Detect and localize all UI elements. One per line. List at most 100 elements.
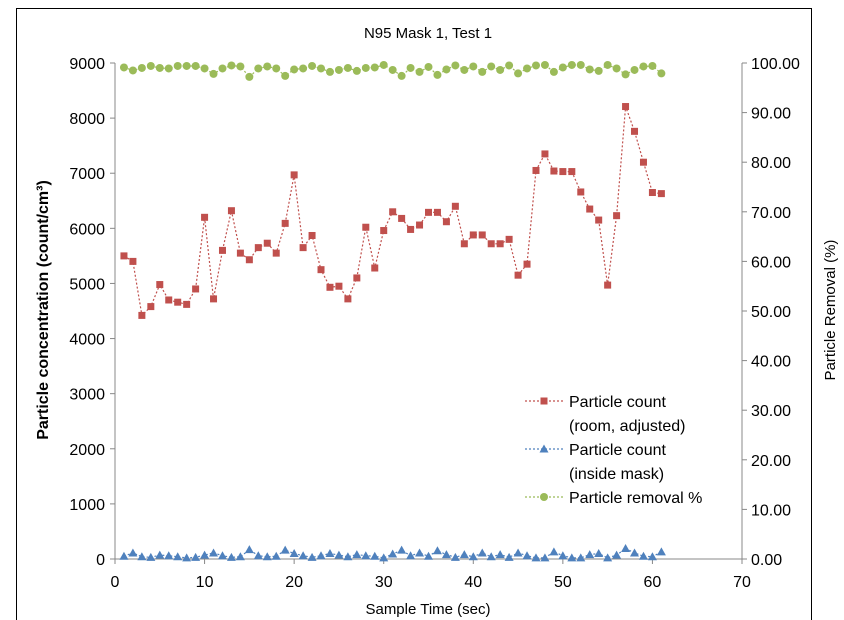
data-point-series-0 bbox=[236, 249, 244, 257]
data-point-series-0 bbox=[657, 190, 665, 198]
x-tick-label: 10 bbox=[196, 574, 214, 591]
x-tick-label: 60 bbox=[644, 574, 662, 591]
data-point-series-2 bbox=[146, 61, 155, 70]
data-point-series-1 bbox=[504, 552, 514, 561]
data-point-series-1 bbox=[209, 548, 219, 557]
y-right-tick-label: 60.00 bbox=[751, 254, 791, 271]
data-point-series-1 bbox=[280, 545, 290, 554]
data-point-series-2 bbox=[451, 61, 460, 70]
data-point-series-0 bbox=[496, 240, 504, 248]
data-point-series-0 bbox=[595, 216, 603, 224]
data-point-series-2 bbox=[325, 67, 334, 76]
data-point-series-2 bbox=[433, 70, 442, 79]
y-tick-label: 7000 bbox=[69, 166, 105, 183]
data-point-series-1 bbox=[262, 552, 272, 561]
data-point-series-1 bbox=[513, 548, 523, 557]
data-point-series-2 bbox=[657, 69, 666, 78]
data-point-series-1 bbox=[522, 551, 532, 560]
data-point-series-0 bbox=[308, 231, 316, 239]
data-point-series-2 bbox=[182, 61, 191, 70]
data-point-series-0 bbox=[344, 295, 352, 303]
data-point-series-2 bbox=[218, 64, 227, 73]
x-tick-label: 30 bbox=[375, 574, 393, 591]
data-point-series-1 bbox=[182, 553, 192, 562]
data-point-series-1 bbox=[119, 551, 129, 560]
data-point-series-1 bbox=[325, 548, 335, 557]
data-point-series-1 bbox=[164, 551, 174, 560]
data-point-series-0 bbox=[120, 252, 128, 260]
data-point-series-2 bbox=[397, 71, 406, 80]
data-point-series-2 bbox=[487, 62, 496, 71]
data-point-series-1 bbox=[656, 547, 666, 556]
data-point-series-1 bbox=[397, 545, 407, 554]
data-point-series-2 bbox=[648, 61, 657, 70]
data-point-series-0 bbox=[281, 219, 289, 227]
data-point-series-2 bbox=[630, 65, 639, 74]
data-point-series-2 bbox=[406, 63, 415, 72]
data-point-series-2 bbox=[361, 63, 370, 72]
data-point-series-0 bbox=[568, 168, 576, 176]
data-point-series-1 bbox=[226, 552, 236, 561]
data-point-series-0 bbox=[541, 150, 549, 158]
legend-label-0: (room, adjusted) bbox=[569, 418, 686, 435]
data-point-series-1 bbox=[540, 553, 550, 562]
data-point-series-2 bbox=[245, 72, 254, 81]
y-tick-label: 8000 bbox=[69, 111, 105, 128]
legend-label-1: Particle count bbox=[569, 442, 666, 459]
data-point-series-2 bbox=[612, 64, 621, 73]
data-point-series-1 bbox=[128, 548, 138, 557]
data-point-series-0 bbox=[514, 271, 522, 279]
data-point-series-2 bbox=[478, 67, 487, 76]
plot-area bbox=[119, 60, 666, 562]
data-point-series-2 bbox=[639, 62, 648, 71]
data-point-series-1 bbox=[441, 550, 451, 559]
data-point-series-1 bbox=[450, 552, 460, 561]
data-point-series-0 bbox=[460, 240, 468, 248]
y-right-tick-label: 40.00 bbox=[751, 354, 791, 371]
x-tick-label: 40 bbox=[464, 574, 482, 591]
data-point-series-2 bbox=[585, 65, 594, 74]
data-point-series-0 bbox=[326, 283, 334, 291]
data-point-series-0 bbox=[371, 264, 379, 272]
y-tick-label: 6000 bbox=[69, 221, 105, 238]
data-point-series-1 bbox=[630, 548, 640, 557]
data-point-series-1 bbox=[253, 551, 263, 560]
data-point-series-2 bbox=[549, 67, 558, 76]
data-point-series-1 bbox=[244, 545, 254, 554]
data-point-series-0 bbox=[416, 221, 424, 229]
data-point-series-2 bbox=[460, 65, 469, 74]
data-point-series-2 bbox=[505, 61, 514, 70]
data-point-series-2 bbox=[496, 65, 505, 74]
data-point-series-2 bbox=[567, 60, 576, 69]
data-point-series-1 bbox=[191, 552, 201, 561]
x-tick-label: 50 bbox=[554, 574, 572, 591]
data-point-series-0 bbox=[183, 300, 191, 308]
data-point-series-0 bbox=[272, 249, 280, 257]
chart-frame bbox=[16, 8, 812, 620]
data-point-series-0 bbox=[451, 202, 459, 210]
data-point-series-1 bbox=[352, 550, 362, 559]
data-point-series-1 bbox=[638, 551, 648, 560]
data-point-series-0 bbox=[389, 208, 397, 216]
data-point-series-1 bbox=[334, 550, 344, 559]
data-point-series-2 bbox=[209, 69, 218, 78]
y-tick-label: 3000 bbox=[69, 387, 105, 404]
data-point-series-0 bbox=[263, 239, 271, 247]
data-point-series-1 bbox=[612, 550, 622, 559]
data-point-series-1 bbox=[477, 548, 487, 557]
data-point-series-0 bbox=[398, 214, 406, 222]
data-point-series-0 bbox=[648, 189, 656, 197]
data-point-series-1 bbox=[370, 551, 380, 560]
x-tick-label: 0 bbox=[111, 574, 120, 591]
data-point-series-0 bbox=[353, 274, 361, 282]
data-point-series-1 bbox=[415, 548, 425, 557]
data-point-series-1 bbox=[406, 551, 416, 560]
y-tick-label: 4000 bbox=[69, 332, 105, 349]
data-point-series-2 bbox=[155, 63, 164, 72]
data-point-series-0 bbox=[165, 296, 173, 304]
data-point-series-1 bbox=[558, 551, 568, 560]
x-tick-label: 70 bbox=[733, 574, 751, 591]
data-point-series-1 bbox=[585, 550, 595, 559]
data-point-series-0 bbox=[174, 298, 182, 306]
data-point-series-1 bbox=[647, 552, 657, 561]
